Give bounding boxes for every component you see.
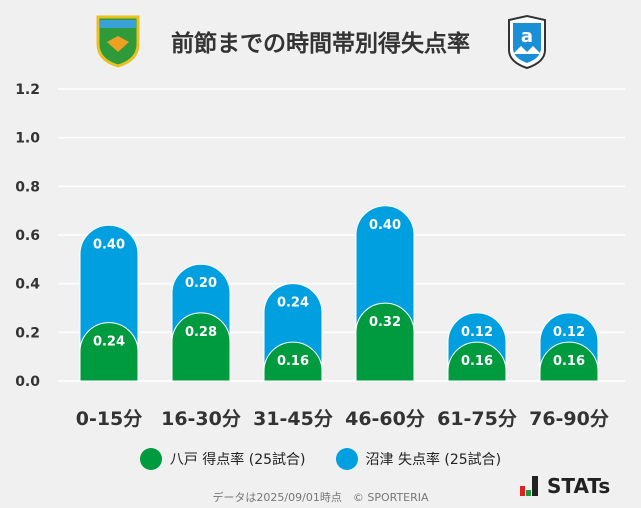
data-label-numazu: 0.12 bbox=[553, 325, 585, 340]
stats-logo: STATs bbox=[520, 476, 610, 496]
chart-title: 前節までの時間帯別得失点率 bbox=[171, 31, 470, 57]
data-label-numazu: 0.12 bbox=[461, 325, 493, 340]
data-label-hachinohe: 0.16 bbox=[553, 354, 585, 369]
hachinohe-logo bbox=[96, 15, 140, 68]
data-label-hachinohe: 0.24 bbox=[93, 335, 125, 350]
legend-label: 沼津 失点率 (25試合) bbox=[365, 452, 502, 468]
x-tick-label: 46-60分 bbox=[345, 408, 425, 430]
y-tick-label: 1.0 bbox=[15, 131, 40, 147]
data-label-numazu: 0.24 bbox=[277, 296, 309, 311]
y-tick-label: 0.2 bbox=[15, 325, 40, 341]
data-label-hachinohe: 0.16 bbox=[277, 354, 309, 369]
green-dot-icon bbox=[139, 448, 162, 470]
y-tick-label: 0.4 bbox=[15, 277, 40, 293]
bar-chart: 0.0 0.2 0.4 0.6 0.8 1.0 1.2 0.40 0.24 0-15分 0.20 0.… bbox=[15, 82, 625, 430]
data-label-numazu: 0.20 bbox=[185, 276, 217, 291]
legend-label: 八戸 得点率 (25試合) bbox=[169, 452, 306, 468]
legend: 八戸 得点率 (25試合) 沼津 失点率 (25試合) bbox=[0, 448, 641, 470]
data-label-numazu: 0.40 bbox=[93, 237, 125, 252]
x-tick-label: 16-30分 bbox=[161, 408, 241, 430]
bar-hachinohe bbox=[447, 341, 507, 382]
data-label-hachinohe: 0.32 bbox=[369, 315, 401, 330]
y-tick-label: 1.2 bbox=[15, 82, 40, 98]
bar-hachinohe bbox=[539, 341, 599, 382]
x-tick-label: 61-75分 bbox=[437, 408, 517, 430]
legend-item-numazu: 沼津 失点率 (25試合) bbox=[335, 448, 502, 470]
x-tick-label: 0-15分 bbox=[76, 408, 143, 430]
y-tick-label: 0.0 bbox=[15, 374, 40, 390]
data-label-hachinohe: 0.28 bbox=[185, 325, 217, 340]
blue-dot-icon bbox=[335, 448, 358, 470]
bar-hachinohe bbox=[171, 312, 231, 382]
data-label-hachinohe: 0.16 bbox=[461, 354, 493, 369]
y-tick-label: 0.8 bbox=[15, 179, 40, 195]
bar-hachinohe bbox=[79, 322, 139, 382]
legend-item-hachinohe: 八戸 得点率 (25試合) bbox=[139, 448, 306, 470]
svg-text:a: a bbox=[521, 26, 533, 47]
data-label-numazu: 0.40 bbox=[369, 218, 401, 233]
bar-hachinohe bbox=[263, 341, 323, 382]
numazu-logo: a bbox=[508, 14, 546, 70]
x-tick-label: 76-90分 bbox=[529, 408, 609, 430]
footer-note: データは2025/09/01時点 © SPORTERIA bbox=[212, 491, 429, 504]
stats-bars-icon bbox=[520, 476, 538, 496]
x-tick-label: 31-45分 bbox=[253, 408, 333, 430]
y-tick-label: 0.6 bbox=[15, 228, 40, 244]
bar-hachinohe bbox=[355, 302, 415, 382]
stats-brand: STATs bbox=[547, 474, 611, 498]
